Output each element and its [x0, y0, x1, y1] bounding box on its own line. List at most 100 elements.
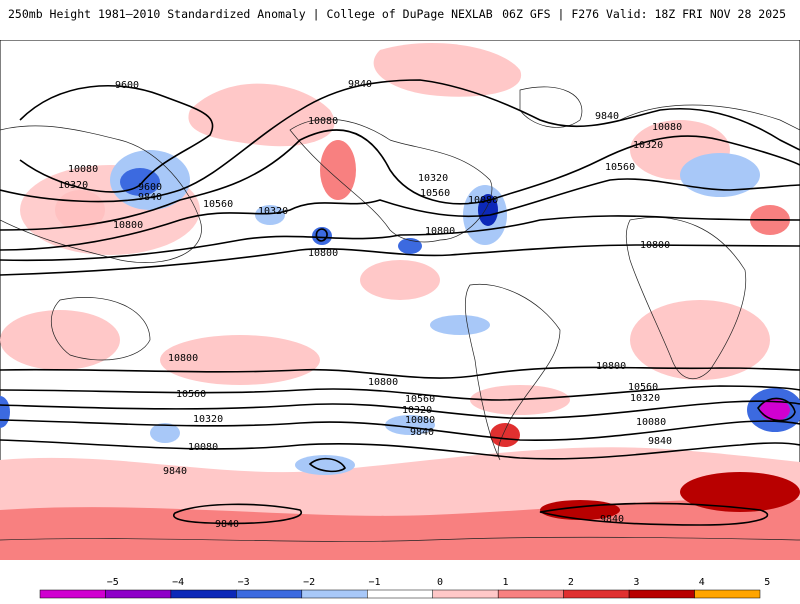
- colorbar-swatch: [236, 589, 303, 599]
- anomaly-positive-north-2: [373, 42, 522, 97]
- colorbar-swatch: [170, 589, 237, 599]
- anomaly-high-south-pacific: [680, 472, 800, 512]
- contour-label: 10800: [113, 220, 143, 231]
- colorbar-swatch: [301, 589, 368, 599]
- contour-label: 9840: [215, 519, 239, 530]
- coast-north-america: [289, 118, 493, 243]
- anomaly-map: 9600 9840 9840 10080 10080 10320 9600 98…: [0, 39, 800, 561]
- anomaly-high-trop: [360, 260, 440, 300]
- contour-10320-south: [0, 400, 800, 419]
- colorbar-tick-label: −1: [369, 577, 381, 588]
- contour-label: 10080: [308, 116, 338, 127]
- anomaly-high-pacific-sw: [160, 335, 320, 385]
- contour-label: 10080: [188, 442, 218, 453]
- coastlines: [0, 86, 800, 542]
- coast-antarctica: [0, 536, 800, 542]
- contour-label: 10080: [468, 195, 498, 206]
- anomaly-low-scand: [680, 153, 760, 197]
- contour-label: 10800: [596, 361, 626, 372]
- contour-label: 9840: [163, 466, 187, 477]
- colorbar-tick-label: 3: [633, 577, 639, 588]
- contour-label: 9840: [600, 514, 624, 525]
- colorbar-swatch: [694, 589, 761, 599]
- coast-africa: [625, 217, 747, 380]
- contour-label-group: 9600 9840 9840 10080 10080 10320 9600 98…: [58, 79, 682, 530]
- contour-label: 10560: [628, 382, 658, 393]
- contour-label: 10560: [203, 199, 233, 210]
- colorbar-tick-label: 2: [568, 577, 574, 588]
- contour-label: 10320: [258, 206, 288, 217]
- contour-label: 9600: [138, 182, 162, 193]
- contour-label: 10320: [193, 414, 223, 425]
- contour-label: 10320: [418, 173, 448, 184]
- coast-australia: [51, 297, 151, 361]
- contour-loop-hawaii: [315, 228, 328, 242]
- colorbar-swatch: [367, 589, 433, 599]
- contour-label: 10560: [605, 162, 635, 173]
- contour-label: 10560: [176, 389, 206, 400]
- contour-10320-north: [0, 178, 800, 251]
- contour-loop-s-east: [757, 397, 796, 422]
- contour-9840-south: [0, 439, 800, 460]
- colorbar-tick-label: −2: [303, 577, 315, 588]
- anomaly-low-n-pacific: [255, 205, 285, 225]
- contour-9840-antarctic-east: [539, 502, 769, 526]
- contour-label: 9840: [138, 192, 162, 203]
- anomaly-low-mexico: [398, 238, 422, 254]
- height-contours: [0, 79, 800, 526]
- contour-10080-south: [0, 419, 800, 441]
- anomaly-shading: [0, 42, 800, 560]
- colorbar-swatch: [563, 589, 630, 599]
- coast-eurasia: [0, 104, 800, 263]
- contour-label: 10320: [630, 393, 660, 404]
- colorbar-swatch: [432, 589, 499, 599]
- colorbar-swatches: [39, 589, 761, 599]
- contour-10800-north: [0, 244, 800, 276]
- anomaly-low-s-east-core: [760, 399, 790, 421]
- contour-label: 10320: [633, 140, 663, 151]
- map-title: 250mb Height 1981–2010 Standardized Anom…: [8, 7, 493, 21]
- anomaly-high-alaska: [320, 140, 356, 200]
- contour-label: 10320: [402, 405, 432, 416]
- contour-label: 10080: [636, 417, 666, 428]
- contour-label: 10080: [405, 415, 435, 426]
- anomaly-high-argentina: [490, 423, 520, 447]
- anomaly-high-africa: [630, 300, 770, 380]
- colorbar-tick-label: 1: [502, 577, 508, 588]
- contour-label: 10800: [425, 226, 455, 237]
- contour-label: 9600: [115, 80, 139, 91]
- contour-10560-north: [0, 215, 800, 262]
- colorbar-swatch: [628, 589, 695, 599]
- colorbar-tick-label: −5: [107, 577, 119, 588]
- contour-label: 9840: [648, 436, 672, 447]
- contour-label: 10560: [405, 394, 435, 405]
- colorbar-tick-labels: −5 −4 −3 −2 −1 0 1 2 3 4 5: [107, 577, 771, 588]
- model-run-info: 06Z GFS | F276 Valid: 18Z FRI NOV 28 202…: [502, 7, 786, 21]
- contour-10080-north: [0, 129, 800, 231]
- contour-label: 9840: [348, 79, 372, 90]
- colorbar-tick-label: 4: [699, 577, 705, 588]
- contour-9840-north: [0, 79, 800, 203]
- contour-9600-pac: [19, 84, 214, 193]
- contour-loop-s-pac: [308, 457, 346, 473]
- contour-9840-antarctic-west: [173, 503, 303, 525]
- contour-label: 10560: [420, 188, 450, 199]
- contour-10560-south: [0, 385, 800, 401]
- contour-10800-south: [0, 366, 800, 379]
- contour-label: 10800: [640, 240, 670, 251]
- colorbar-swatch: [39, 589, 106, 599]
- anomaly-low-s-indian: [150, 423, 180, 443]
- contour-label: 9840: [595, 111, 619, 122]
- contour-label: 9840: [410, 427, 434, 438]
- colorbar-swatch: [497, 589, 564, 599]
- colorbar-tick-label: −4: [172, 577, 184, 588]
- contour-label: 10080: [652, 122, 682, 133]
- contour-label: 10320: [58, 180, 88, 191]
- contour-label: 10800: [168, 353, 198, 364]
- contour-label: 10080: [68, 164, 98, 175]
- colorbar-tick-label: 0: [437, 577, 443, 588]
- contour-label: 10800: [368, 377, 398, 388]
- anomaly-low-s-pacific: [385, 415, 435, 435]
- colorbar-tick-label: −3: [238, 577, 250, 588]
- colorbar-tick-label: 5: [764, 577, 770, 588]
